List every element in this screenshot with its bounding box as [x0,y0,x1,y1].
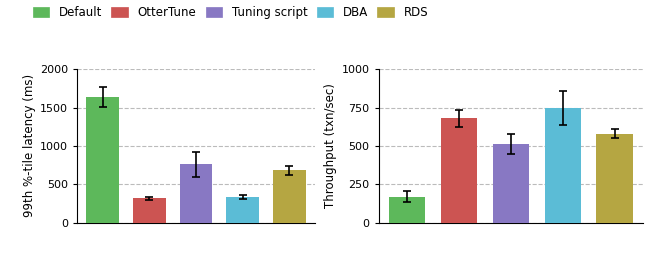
Bar [441,118,477,223]
Bar [226,197,259,223]
Bar [389,197,425,223]
Legend: Default, OtterTune, Tuning script, DBA, RDS: Default, OtterTune, Tuning script, DBA, … [33,6,428,19]
Bar [273,170,306,223]
Bar [133,198,165,223]
Bar [545,108,581,223]
Bar [180,164,212,223]
Bar [86,97,119,223]
Y-axis label: Throughput (txn/sec): Throughput (txn/sec) [324,83,338,208]
Bar [596,134,633,223]
Y-axis label: 99th %-tile latency (ms): 99th %-tile latency (ms) [23,74,36,218]
Bar [492,144,529,223]
